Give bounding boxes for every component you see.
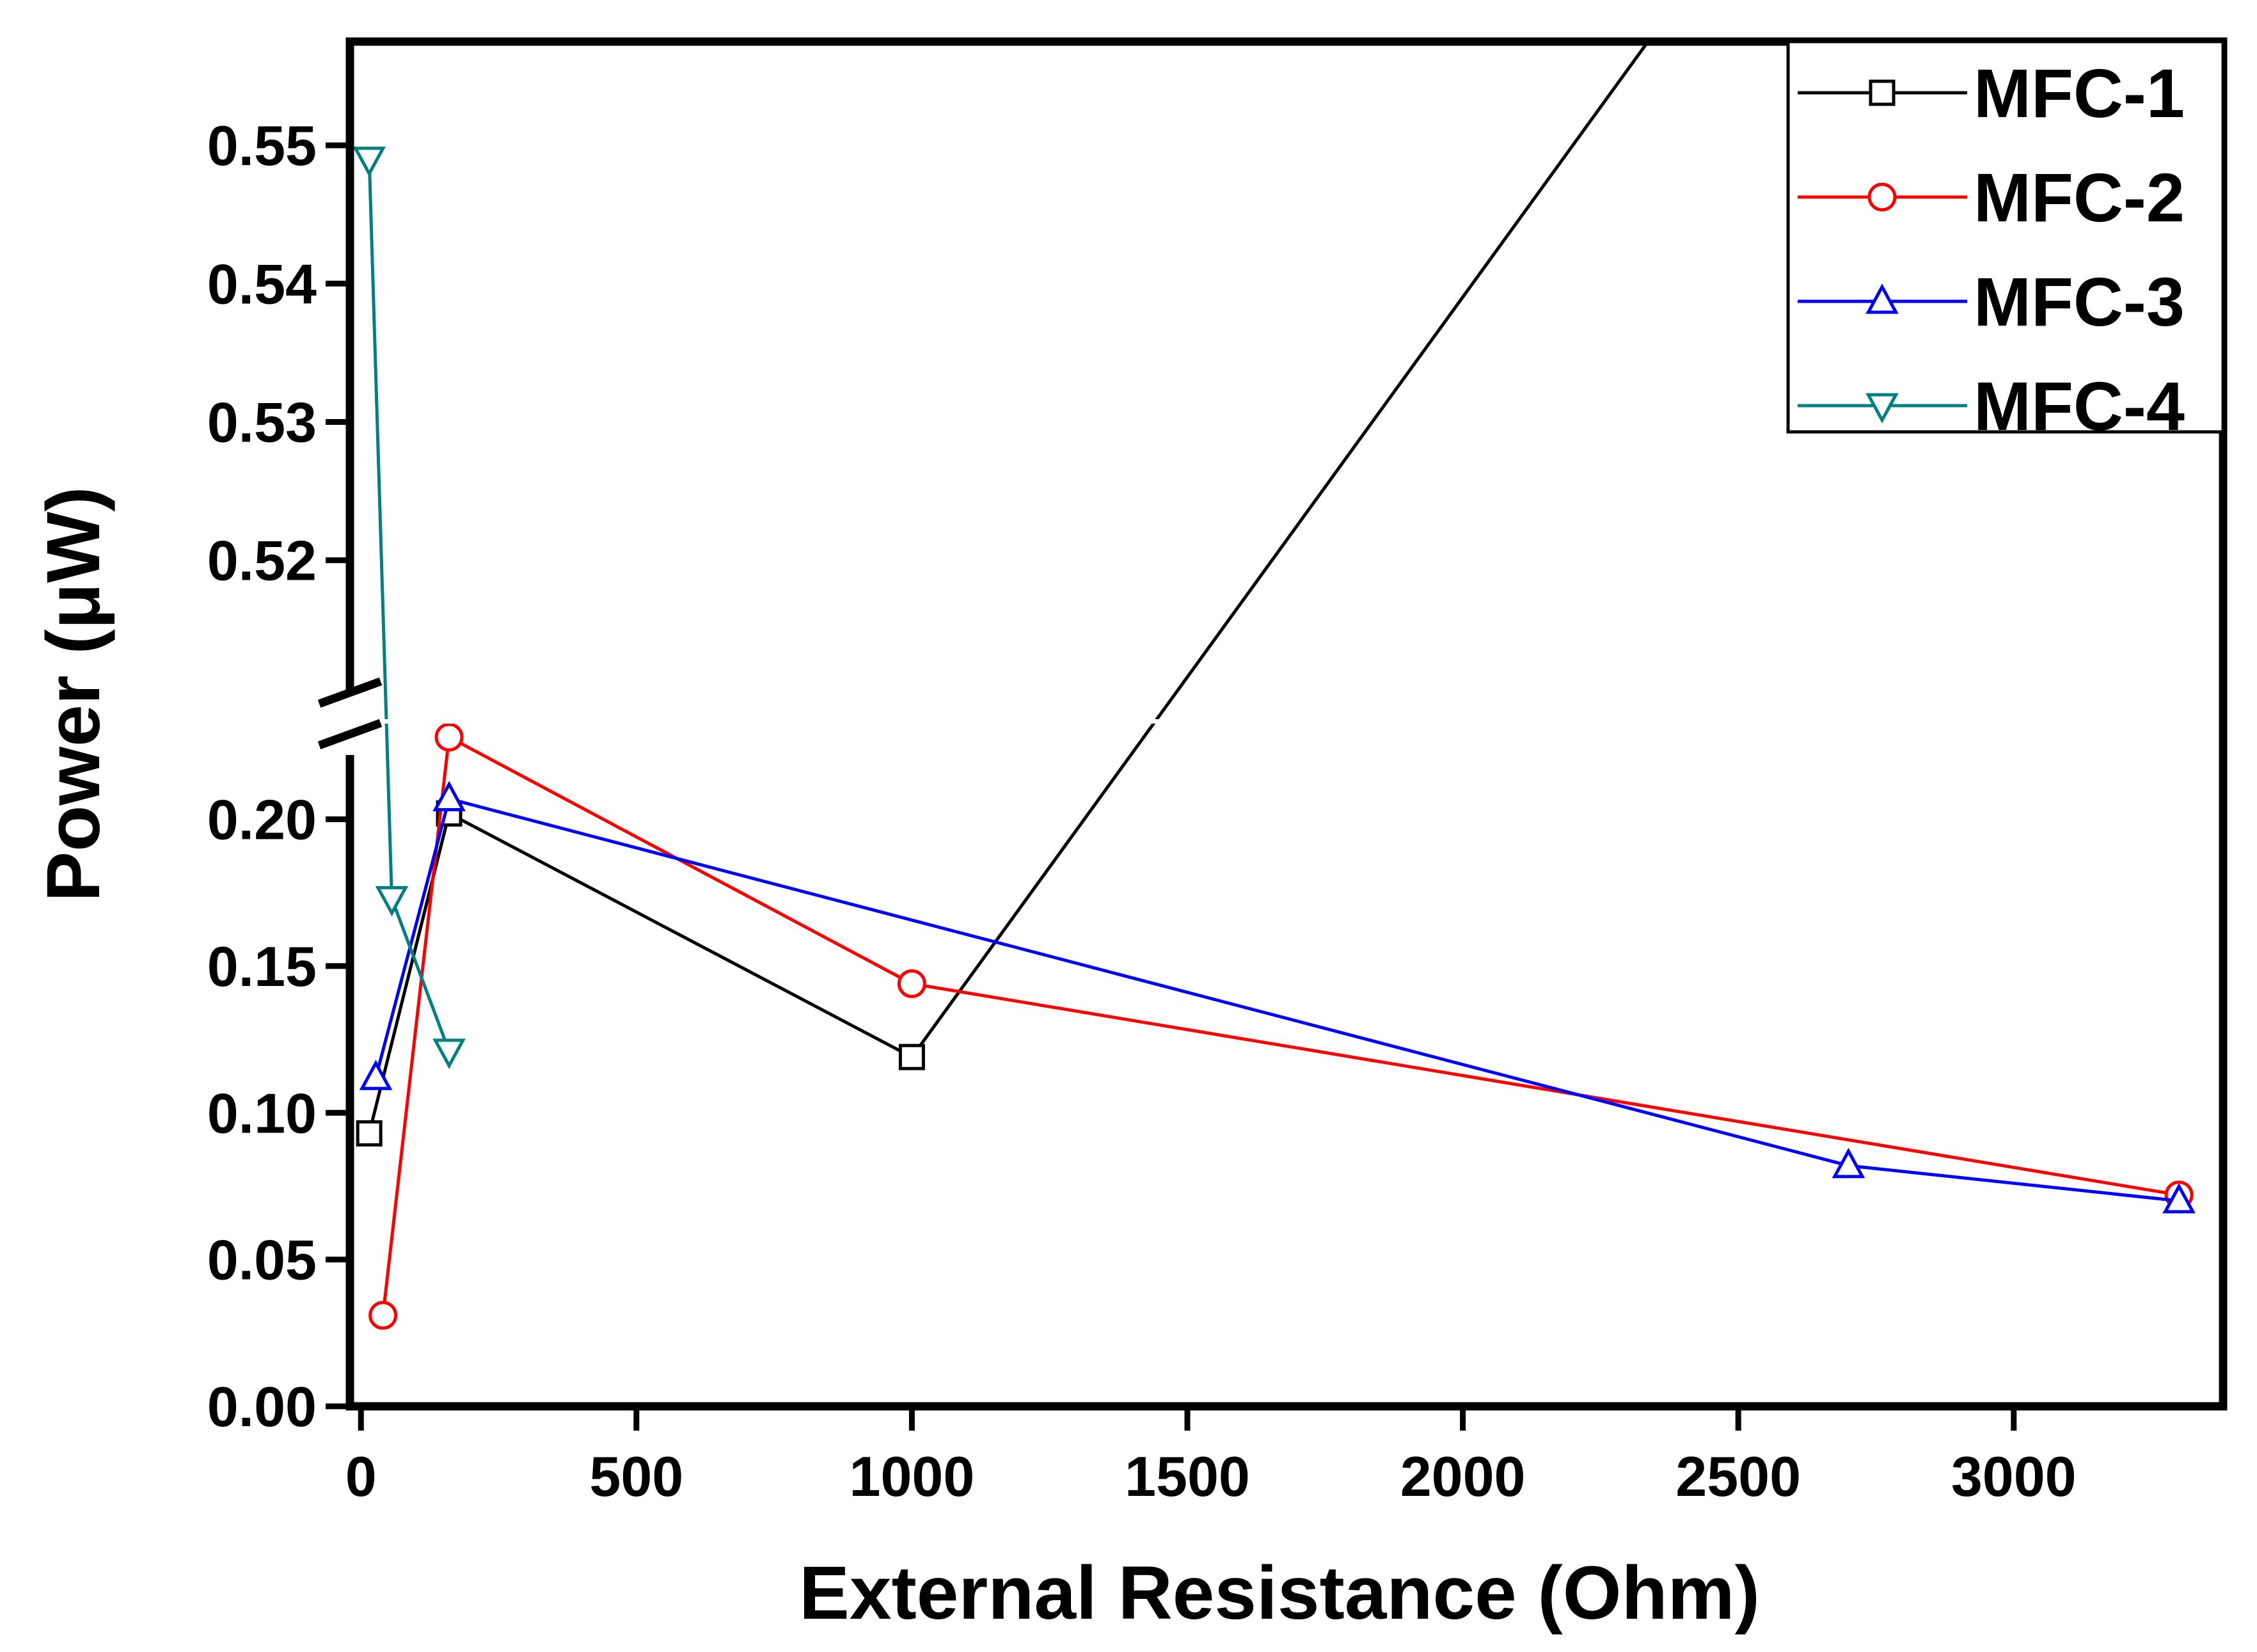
legend-marker (1865, 393, 1899, 424)
data-point-mfc-4 (432, 1038, 466, 1069)
series-layer (350, 42, 2223, 1330)
y-tick-label: 0.52 (207, 529, 317, 592)
axis-break-mark (317, 719, 383, 750)
x-tick-label: 3000 (1951, 1445, 2077, 1508)
legend-label: MFC-3 (1974, 263, 2185, 340)
legend-marker (1865, 283, 1899, 314)
y-tick-label: 0.15 (207, 935, 317, 998)
y-tick-label: 0.05 (207, 1228, 317, 1292)
y-tick-label: 0.00 (207, 1375, 317, 1438)
x-tick-label: 1500 (1125, 1445, 1250, 1508)
series-mfc-3 (359, 781, 2196, 1214)
series-line-mfc-1 (367, 42, 1651, 1134)
legend-marker (1867, 182, 1897, 212)
legend-entry-mfc-2: MFC-2 (1798, 159, 2185, 236)
x-tick-label: 2000 (1400, 1445, 1526, 1508)
series-mfc-4 (352, 147, 466, 1069)
data-point-mfc-3 (359, 1060, 393, 1090)
data-point-mfc-3 (2162, 1182, 2196, 1214)
legend-box (1786, 40, 2225, 434)
data-point-mfc-2 (368, 1301, 398, 1330)
legend-marker (1869, 79, 1896, 106)
legend-entry-mfc-1: MFC-1 (1798, 54, 2185, 132)
y-tick-label: 0.53 (207, 390, 317, 454)
x-tick-label: 2500 (1675, 1445, 1801, 1508)
data-point-mfc-4 (352, 147, 386, 177)
legend-entry-mfc-4: MFC-4 (1798, 367, 2185, 445)
data-point-mfc-2 (434, 722, 464, 752)
axes-layer: 0 500 1000 1500 2000 2500 3000 0.00 0.05 0.10 0.15… (207, 37, 2228, 1508)
legend-label: MFC-4 (1974, 367, 2185, 445)
legend-entry-mfc-3: MFC-3 (1798, 263, 2185, 340)
x-tick-label: 1000 (850, 1445, 975, 1508)
x-axis-title: External Resistance (Ohm) (799, 1551, 1760, 1635)
y-axis-title: Power (μW) (31, 486, 116, 901)
data-point-mfc-1 (356, 1120, 383, 1147)
y-tick-label: 0.10 (207, 1081, 317, 1145)
y-tick-label: 0.54 (207, 252, 317, 315)
series-mfc-1 (356, 42, 1651, 1147)
series-line-mfc-3 (374, 797, 2180, 1203)
y-tick-label: 0.55 (207, 114, 317, 177)
axis-break-mark (317, 677, 383, 708)
x-tick-label: 0 (345, 1445, 377, 1508)
axis-break-gap (350, 719, 2223, 724)
legend-label: MFC-2 (1974, 159, 2185, 236)
legend: MFC-1 MFC-2 MFC-3 MFC-4 (1786, 40, 2225, 445)
data-point-mfc-3 (1832, 1147, 1865, 1179)
data-point-mfc-4 (375, 886, 409, 917)
y-tick-label: 0.20 (207, 788, 317, 852)
data-point-mfc-1 (898, 1044, 925, 1070)
data-point-mfc-3 (432, 781, 466, 811)
data-point-mfc-2 (897, 969, 926, 998)
x-tick-label: 500 (589, 1445, 683, 1508)
legend-label: MFC-1 (1974, 54, 2185, 132)
